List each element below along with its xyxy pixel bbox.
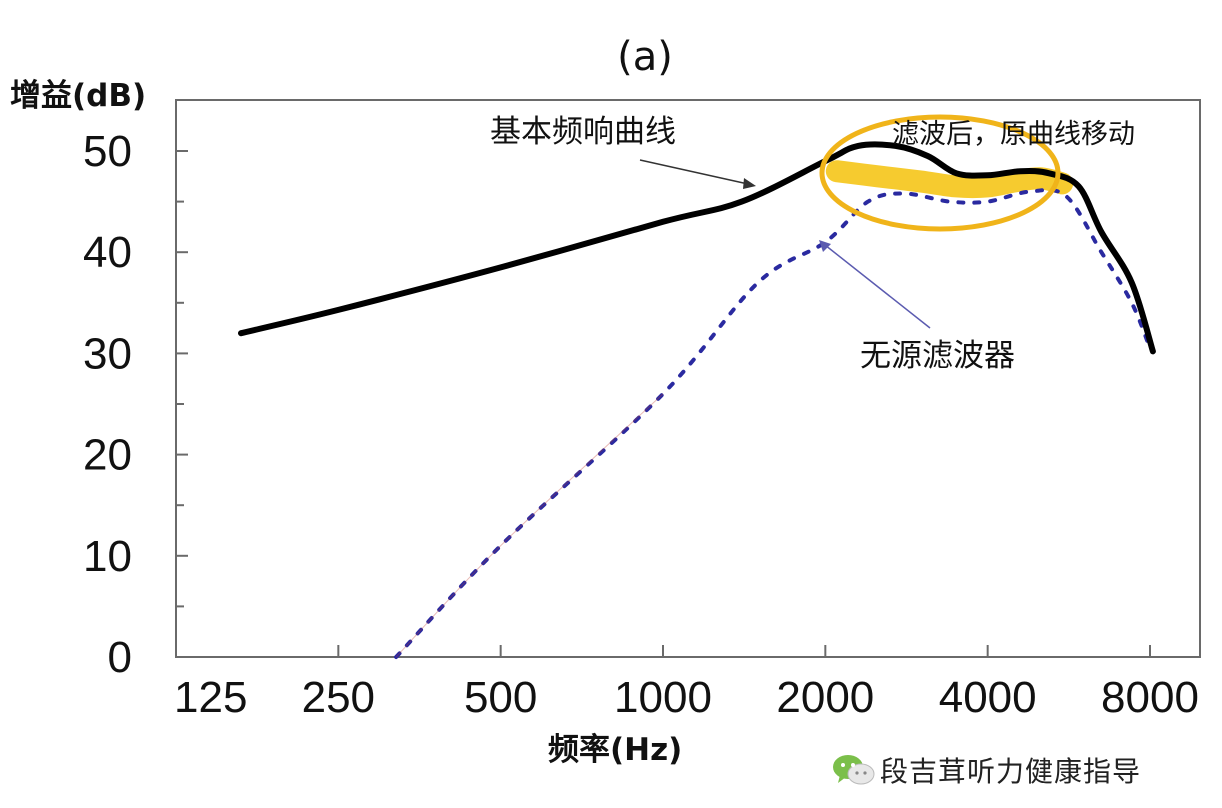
x-tick-label: 500 [464,673,537,722]
annotation-basic-curve: 基本频响曲线 [490,114,676,150]
annotation-passive-filter-arrow [824,244,931,329]
y-tick-label: 30 [83,329,132,378]
x-tick-label: 1000 [614,673,712,722]
watermark: 段吉茸听力健康指导 [832,750,1141,790]
wechat-icon [833,755,875,785]
x-tick-label: 8000 [1101,673,1199,722]
x-axis: 125 250 500 1000 2000 4000 8000 [174,645,1199,722]
series-filtered-band [825,160,1074,199]
watermark-text: 段吉茸听力健康指导 [880,755,1142,788]
chart-title: (a) [617,34,673,80]
series-layer [238,141,1156,659]
series-passive-filter-line [394,187,1152,659]
series-passive-filter-trace [395,393,664,658]
annotation-basic-curve-arrow [639,159,749,185]
y-tick-label: 50 [83,127,132,176]
highlight-ellipse [819,114,1061,232]
x-tick-label: 4000 [939,673,1037,722]
annotation-passive-filter: 无源滤波器 [860,338,1015,374]
plot-frame [175,99,1201,658]
x-tick-label: 125 [174,673,247,722]
annotation-passive-filter-arrowhead [819,240,831,252]
annotation-basic-curve-arrowhead [743,178,756,189]
y-axis-label: 增益(dB) [10,78,146,114]
y-tick-label: 10 [83,532,132,581]
x-axis-label: 频率(Hz) [548,732,682,768]
x-tick-label: 2000 [776,673,874,722]
y-axis: 0 10 20 30 40 50 [83,127,188,682]
y-tick-label: 40 [83,228,132,277]
x-tick-label: 250 [302,673,375,722]
y-tick-label: 20 [83,431,132,480]
series-basic-response-line [238,141,1156,355]
annotation-filtered: 滤波后，原曲线移动 [892,119,1135,150]
y-tick-label: 0 [108,633,132,682]
